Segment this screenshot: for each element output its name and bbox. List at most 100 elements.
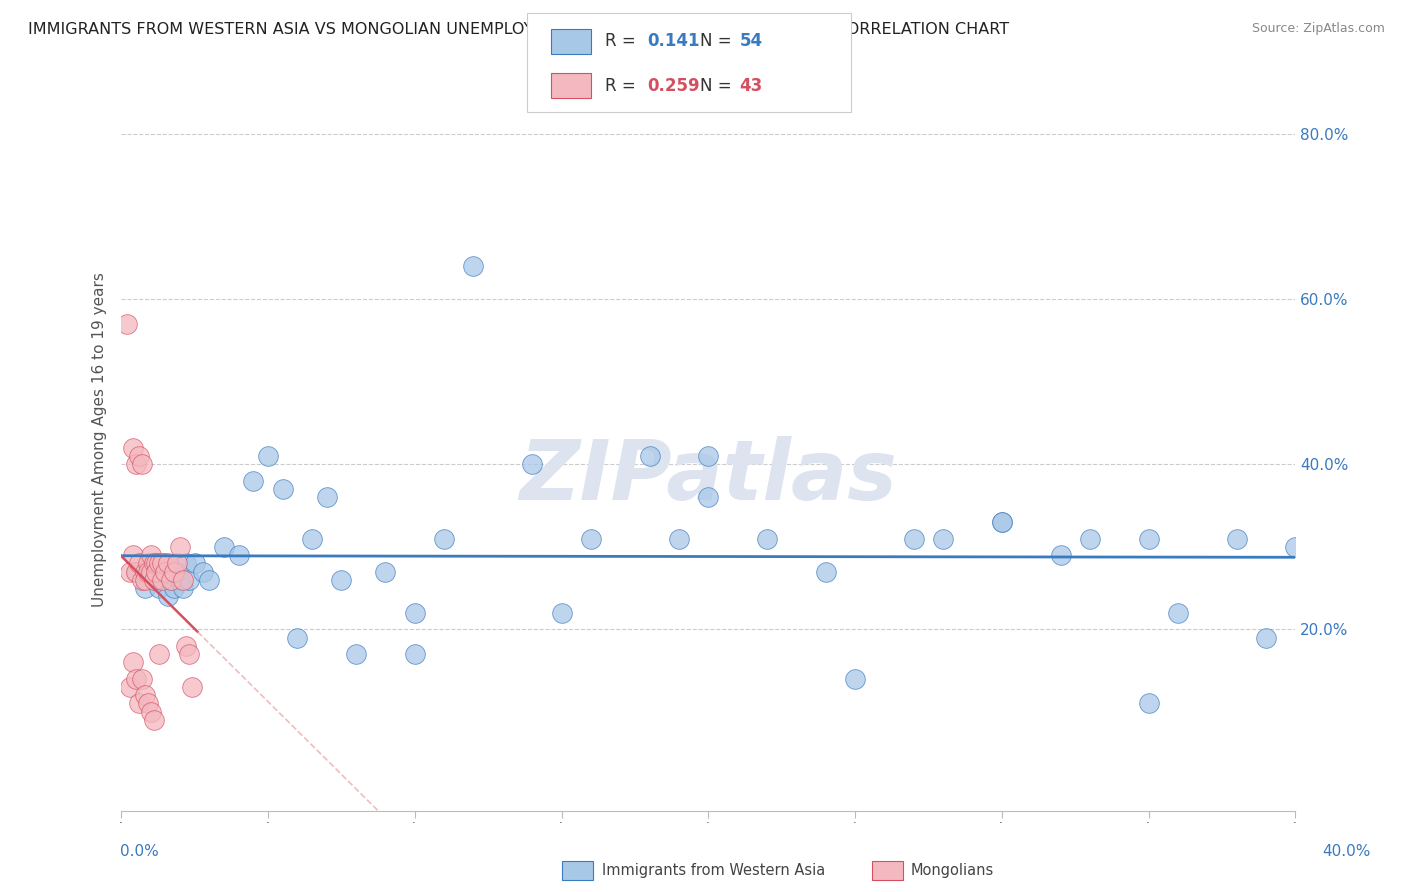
Point [145,573,167,587]
Point [125,458,148,472]
Point [125,565,148,579]
Point [128,449,150,463]
Point [145,556,167,570]
Point [463,260,485,274]
Point [756,532,779,546]
Point [139,705,162,719]
Text: Immigrants from Western Asia: Immigrants from Western Asia [602,863,825,878]
Text: 54: 54 [740,32,762,50]
Point [344,647,367,661]
Y-axis label: Unemployment Among Ages 16 to 19 years: Unemployment Among Ages 16 to 19 years [93,272,107,607]
Point [172,581,194,595]
Point [1078,532,1101,546]
Point [163,565,186,579]
Point [157,589,180,603]
Point [174,639,197,653]
Point [131,672,153,686]
Point [136,556,159,570]
Point [579,532,602,546]
Point [1137,532,1160,546]
Text: R =: R = [605,32,641,50]
Point [1049,548,1071,562]
Text: IMMIGRANTS FROM WESTERN ASIA VS MONGOLIAN UNEMPLOYMENT AMONG AGES 16 TO 19 YEARS: IMMIGRANTS FROM WESTERN ASIA VS MONGOLIA… [28,22,1010,37]
Point [697,449,720,463]
Point [134,565,156,579]
Point [271,482,294,496]
Point [991,515,1014,529]
Point [148,556,170,570]
Point [301,532,323,546]
Text: 0.259: 0.259 [647,77,699,95]
Point [145,565,167,579]
Point [932,532,955,546]
Text: 0.141: 0.141 [647,32,699,50]
Point [134,688,156,702]
Point [115,317,138,331]
Point [157,556,180,570]
Point [193,565,215,579]
Point [128,697,150,711]
Point [131,573,153,587]
Point [174,556,197,570]
Point [128,556,150,570]
Point [315,491,337,505]
Text: N =: N = [700,77,737,95]
Point [404,647,426,661]
Point [1226,532,1249,546]
Point [118,565,141,579]
Point [166,556,188,570]
Point [1137,697,1160,711]
Point [550,606,572,620]
Point [134,581,156,595]
Text: Source: ZipAtlas.com: Source: ZipAtlas.com [1251,22,1385,36]
Point [160,573,183,587]
Point [155,565,177,579]
Point [122,548,145,562]
Point [668,532,690,546]
Point [150,573,173,587]
Text: ZIPatlas: ZIPatlas [519,436,897,517]
Point [142,713,165,727]
Point [166,565,188,579]
Point [122,441,145,455]
Point [1284,540,1306,554]
Point [139,556,162,570]
Point [163,581,186,595]
Point [242,474,264,488]
Point [118,680,141,694]
Point [169,540,191,554]
Point [177,647,200,661]
Point [814,565,837,579]
Point [150,556,173,570]
Point [198,573,221,587]
Point [169,573,191,587]
Point [522,458,544,472]
Point [404,606,426,620]
Point [183,556,205,570]
Point [180,680,202,694]
Text: 43: 43 [740,77,763,95]
Point [148,647,170,661]
Point [139,548,162,562]
Point [212,540,235,554]
Text: Mongolians: Mongolians [911,863,994,878]
Text: N =: N = [700,32,737,50]
Point [903,532,925,546]
Point [172,573,194,587]
Point [1254,631,1277,645]
Point [131,458,153,472]
Point [142,573,165,587]
Point [155,556,177,570]
Point [433,532,456,546]
Point [148,581,170,595]
Point [1167,606,1189,620]
Text: 40.0%: 40.0% [1323,845,1371,859]
Point [142,556,165,570]
Point [136,697,159,711]
Point [257,449,280,463]
Point [125,565,148,579]
Point [160,573,183,587]
Point [228,548,250,562]
Point [330,573,353,587]
Point [991,515,1014,529]
